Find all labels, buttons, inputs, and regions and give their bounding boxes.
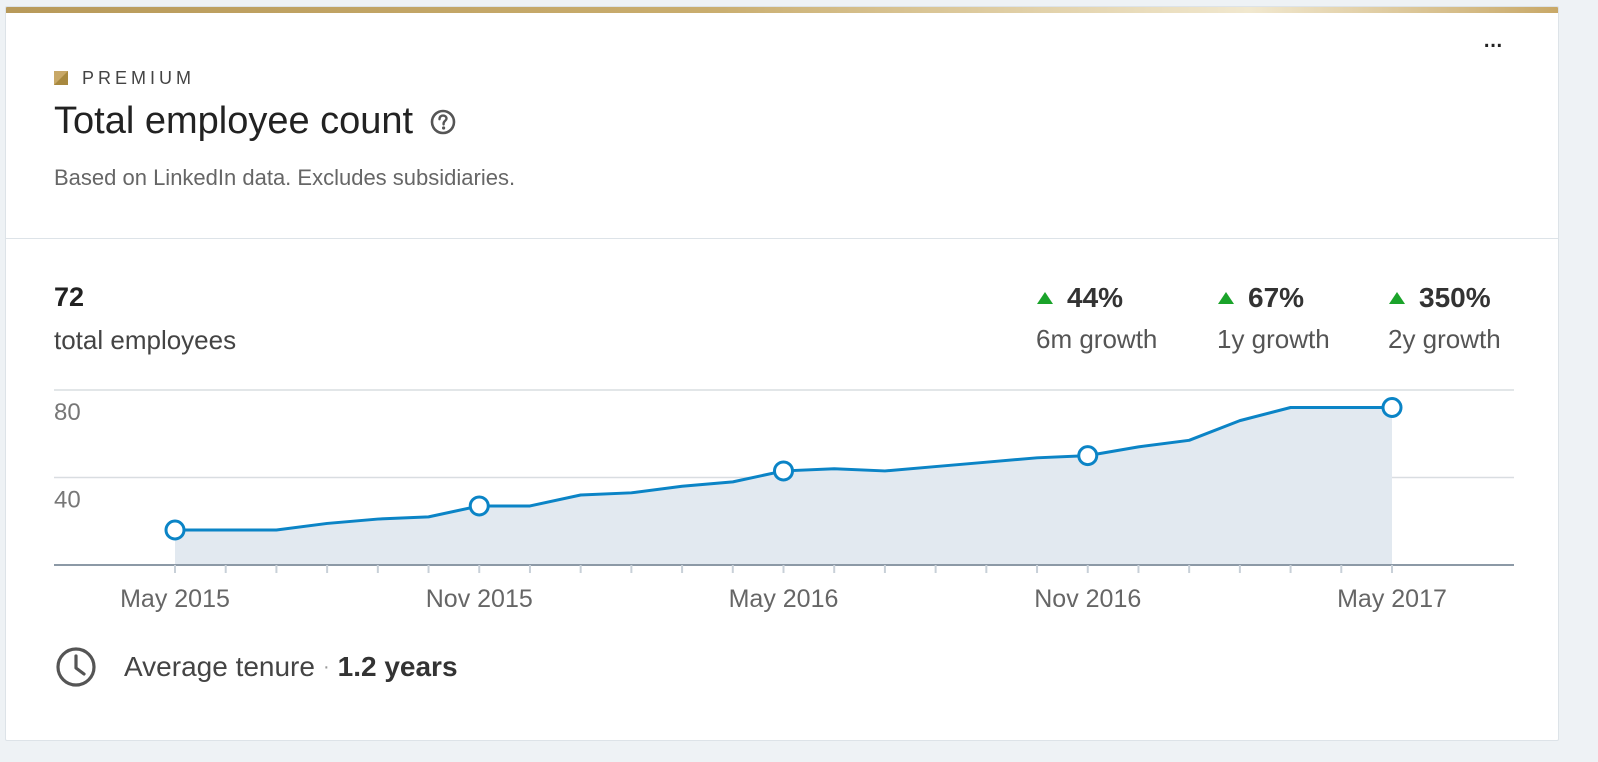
x-tick-label: Nov 2015 [426, 585, 533, 613]
growth-1y-value: 67% [1248, 282, 1305, 313]
help-icon[interactable] [429, 108, 457, 136]
growth-1y-label: 1y growth [1217, 324, 1330, 354]
card-title: Total employee count [54, 100, 414, 142]
section-divider [6, 238, 1558, 239]
growth-1y: 67% 1y growth [1217, 282, 1330, 355]
more-options-button[interactable]: ... [1482, 21, 1503, 54]
tenure-label: Average tenure [124, 651, 315, 682]
data-point-marker [1077, 445, 1099, 467]
card-subtitle: Based on LinkedIn data. Excludes subsidi… [54, 165, 516, 190]
total-employees-value: 72 [54, 282, 85, 312]
y-tick-label: 80 [54, 399, 81, 426]
data-point-marker [164, 519, 186, 541]
premium-icon [54, 71, 68, 85]
premium-badge: PREMIUM [54, 68, 195, 88]
data-point-marker [1381, 397, 1403, 418]
y-tick-label: 40 [54, 487, 81, 514]
employee-count-chart: 40 80 May 2015 Nov 2015 May 2016 Nov 2016 May … [54, 389, 1514, 613]
growth-2y-label: 2y growth [1388, 324, 1501, 354]
average-tenure: Average tenure · 1.2 years [54, 645, 458, 689]
premium-label: PREMIUM [82, 67, 195, 88]
growth-2y-value: 350% [1419, 282, 1491, 313]
tenure-separator: · [322, 655, 330, 678]
x-tick-label: May 2017 [1337, 585, 1447, 613]
growth-6m: 44% 6m growth [1036, 282, 1157, 355]
growth-up-icon [1037, 292, 1053, 304]
tenure-value: 1.2 years [337, 651, 458, 682]
employee-count-card: ... PREMIUM Total employee count Based o… [5, 6, 1559, 741]
growth-up-icon [1218, 292, 1234, 304]
growth-2y: 350% 2y growth [1388, 282, 1501, 355]
x-tick-label: May 2015 [120, 585, 230, 613]
clock-icon [56, 647, 96, 687]
growth-6m-label: 6m growth [1036, 324, 1158, 354]
data-point-marker [468, 495, 490, 517]
x-tick-label: Nov 2016 [1034, 585, 1141, 613]
growth-6m-value: 44% [1067, 282, 1124, 313]
area-fill [175, 407, 1392, 565]
total-employees-label: total employees [54, 325, 237, 355]
x-tick-label: May 2016 [729, 585, 839, 613]
growth-up-icon [1389, 292, 1405, 304]
card-title-row: Total employee count [54, 100, 457, 143]
premium-top-bar [6, 7, 1558, 13]
data-point-marker [773, 460, 794, 482]
